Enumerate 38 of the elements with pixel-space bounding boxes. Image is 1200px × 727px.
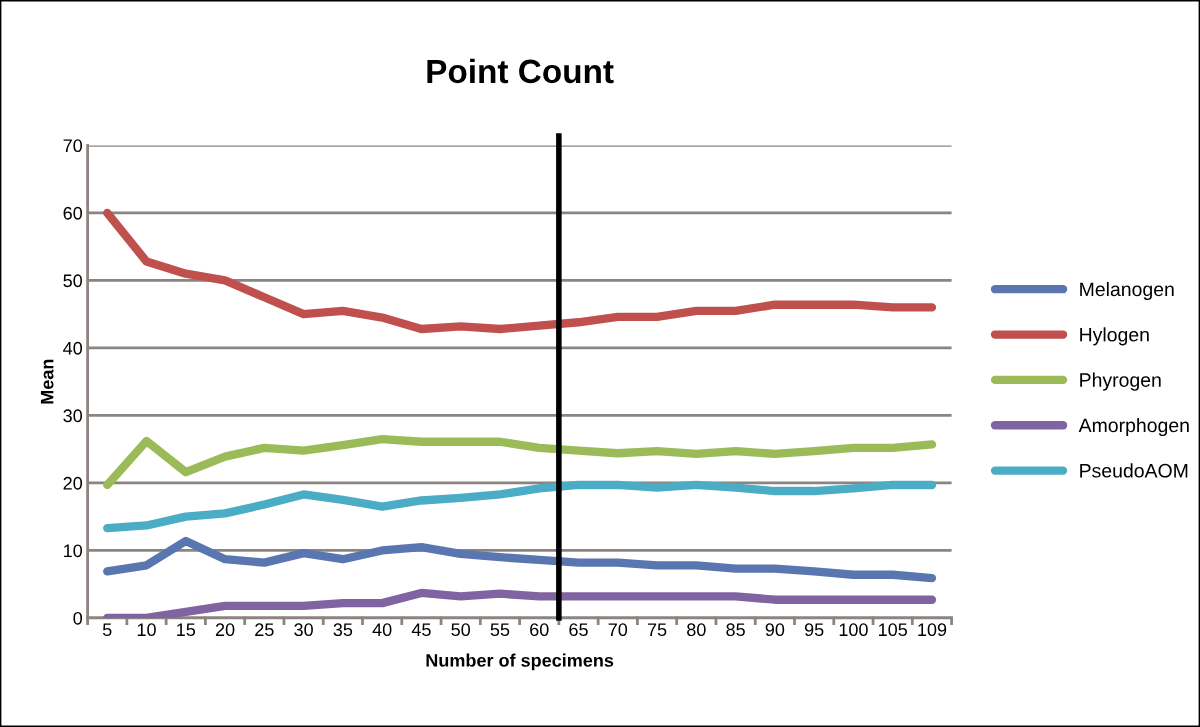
y-tick-label: 40 bbox=[63, 341, 83, 355]
x-tick-label: 85 bbox=[726, 623, 745, 637]
x-tick-label: 90 bbox=[765, 623, 785, 637]
x-tick-label: 50 bbox=[451, 623, 471, 637]
x-tick-label: 70 bbox=[608, 623, 628, 637]
y-tick-label: 30 bbox=[63, 409, 83, 423]
x-tick-label: 25 bbox=[255, 623, 274, 637]
x-axis-title: Number of specimens bbox=[426, 653, 614, 671]
x-tick-label: 20 bbox=[215, 623, 235, 637]
x-tick-label: 55 bbox=[490, 623, 510, 637]
chart-title: Point Count bbox=[427, 58, 614, 84]
y-tick-label: 50 bbox=[63, 274, 83, 288]
y-tick-label: 0 bbox=[73, 611, 83, 625]
legend-label: Amorphogen bbox=[1078, 417, 1189, 437]
x-tick-label: 45 bbox=[411, 623, 431, 637]
y-tick-label: 60 bbox=[63, 206, 83, 220]
x-tick-label: 105 bbox=[879, 623, 907, 637]
y-tick-label: 10 bbox=[64, 544, 83, 558]
legend-label: PseudoAOM bbox=[1080, 463, 1188, 478]
legend-label: Phyrogen bbox=[1080, 372, 1161, 391]
y-tick-label: 70 bbox=[63, 139, 83, 153]
x-tick-label: 80 bbox=[687, 623, 706, 637]
x-tick-label: 65 bbox=[569, 623, 588, 637]
y-tick-label: 20 bbox=[63, 476, 83, 490]
x-tick-label: 30 bbox=[294, 623, 313, 637]
x-tick-label: 10 bbox=[137, 623, 156, 637]
x-tick-label: 15 bbox=[177, 623, 196, 637]
legend-label: Hylogen bbox=[1080, 327, 1149, 346]
x-tick-label: 40 bbox=[372, 623, 392, 637]
legend-label: Melanogen bbox=[1080, 281, 1174, 301]
x-tick-label: 100 bbox=[839, 623, 868, 637]
x-tick-label: 5 bbox=[102, 623, 112, 637]
x-tick-label: 35 bbox=[333, 623, 353, 637]
x-tick-label: 109 bbox=[918, 623, 947, 637]
x-tick-label: 60 bbox=[530, 623, 549, 637]
y-axis-title: Mean bbox=[40, 359, 54, 404]
x-tick-label: 75 bbox=[647, 623, 667, 637]
x-tick-label: 95 bbox=[804, 623, 824, 637]
